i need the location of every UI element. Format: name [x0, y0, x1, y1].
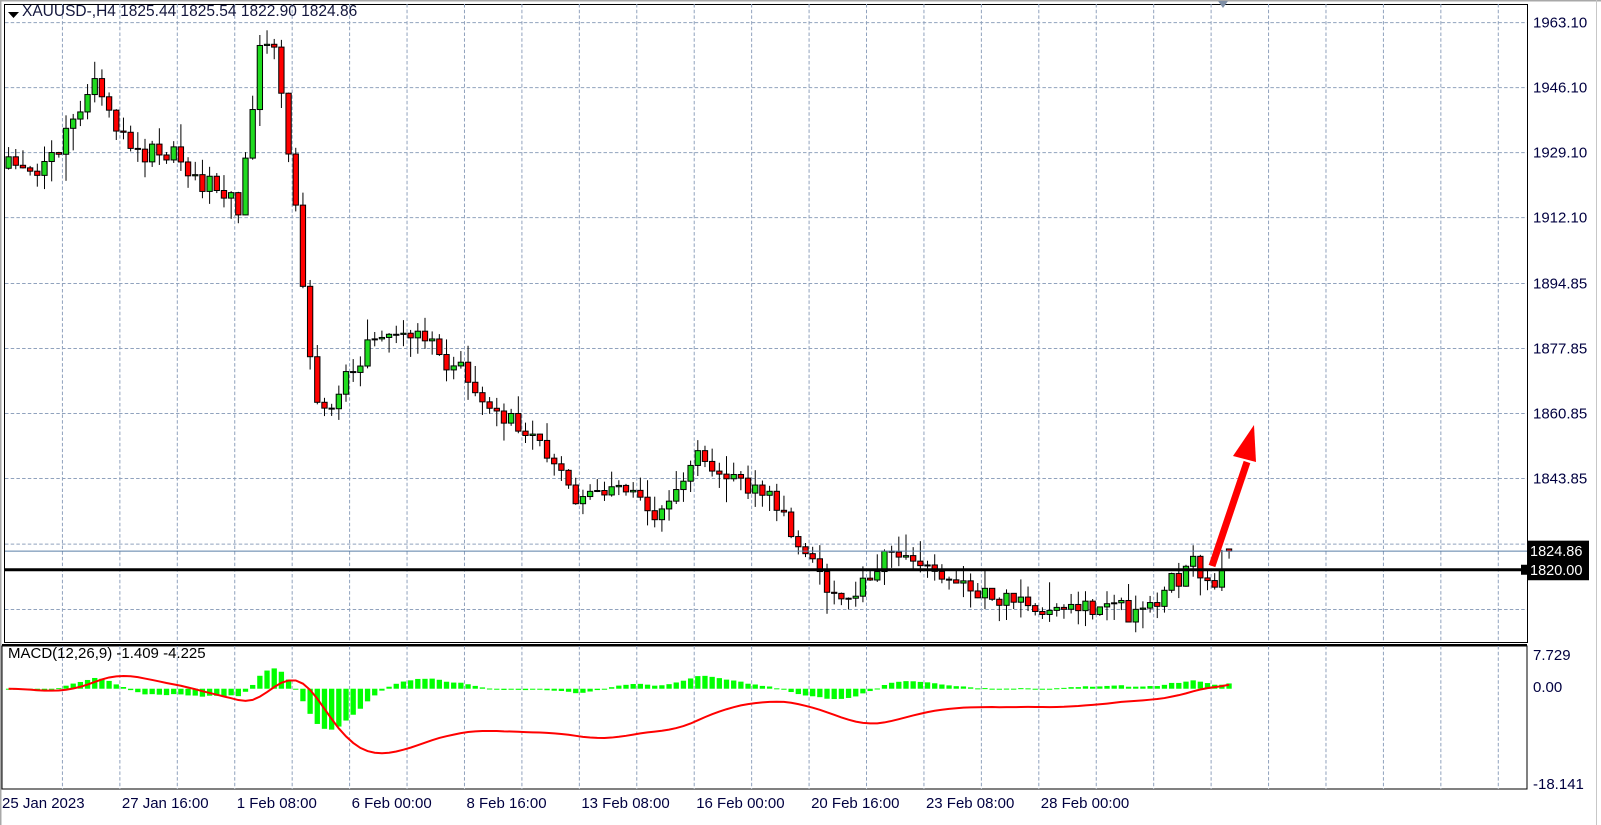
svg-text:1912.10: 1912.10	[1533, 210, 1587, 227]
svg-text:1877.85: 1877.85	[1533, 341, 1587, 358]
svg-text:1963.10: 1963.10	[1533, 15, 1587, 32]
svg-text:1843.85: 1843.85	[1533, 471, 1587, 488]
svg-text:13 Feb 08:00: 13 Feb 08:00	[581, 795, 669, 812]
svg-text:0.00: 0.00	[1533, 679, 1562, 696]
svg-text:28 Feb 00:00: 28 Feb 00:00	[1041, 795, 1129, 812]
svg-text:1824.86: 1824.86	[1530, 544, 1582, 560]
svg-text:7.729: 7.729	[1533, 647, 1571, 664]
svg-text:8 Feb 16:00: 8 Feb 16:00	[466, 795, 546, 812]
svg-text:25 Jan 2023: 25 Jan 2023	[2, 795, 85, 812]
svg-text:-18.141: -18.141	[1533, 776, 1584, 793]
svg-text:1894.85: 1894.85	[1533, 276, 1587, 293]
svg-text:XAUUSD-,H4 1825.44 1825.54: XAUUSD-,H4 1825.44 1825.54 1822.90 1824.…	[22, 3, 357, 20]
svg-text:1860.85: 1860.85	[1533, 406, 1587, 423]
svg-text:16 Feb 00:00: 16 Feb 00:00	[696, 795, 784, 812]
svg-text:1929.10: 1929.10	[1533, 145, 1587, 162]
svg-text:1946.10: 1946.10	[1533, 80, 1587, 97]
svg-text:23 Feb 08:00: 23 Feb 08:00	[926, 795, 1014, 812]
svg-text:6 Feb 00:00: 6 Feb 00:00	[352, 795, 432, 812]
svg-text:MACD(12,26,9) -1.409 -4.225: MACD(12,26,9) -1.409 -4.225	[8, 645, 206, 662]
svg-text:1820.00: 1820.00	[1530, 563, 1582, 579]
svg-text:1 Feb 08:00: 1 Feb 08:00	[237, 795, 317, 812]
svg-text:27 Jan 16:00: 27 Jan 16:00	[122, 795, 209, 812]
svg-text:20 Feb 16:00: 20 Feb 16:00	[811, 795, 899, 812]
